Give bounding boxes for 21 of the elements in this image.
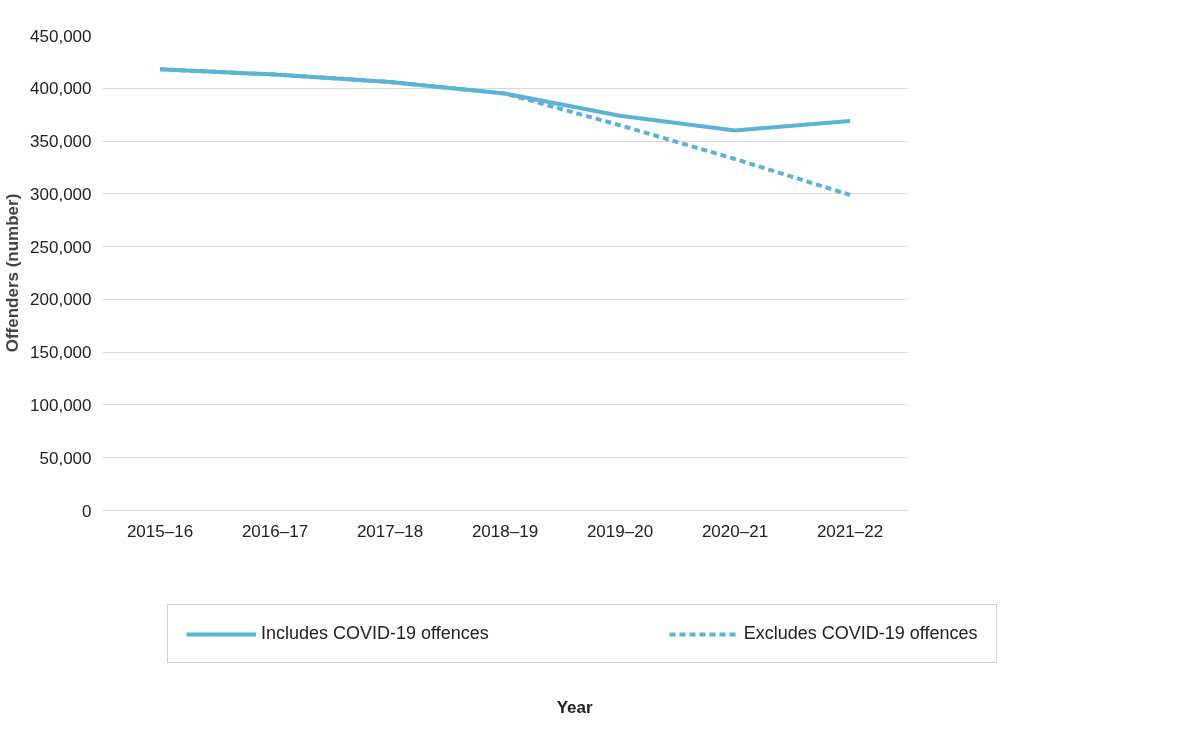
y-tick-label: 50,000 — [39, 448, 92, 468]
y-tick-label: 450,000 — [30, 26, 92, 46]
y-tick-label: 250,000 — [30, 237, 92, 257]
y-tick-label: 400,000 — [30, 79, 92, 99]
y-tick-label: 100,000 — [30, 395, 92, 415]
y-tick-label: 300,000 — [30, 184, 92, 204]
y-axis-title: Offenders (number) — [3, 193, 23, 353]
x-tick-label: 2021–22 — [816, 521, 884, 541]
y-tick-label: 0 — [82, 501, 92, 521]
x-tick-label: 2020–21 — [701, 521, 769, 541]
y-tick-label: 350,000 — [30, 132, 92, 152]
x-tick-label: 2017–18 — [356, 521, 424, 541]
y-tick-label: 150,000 — [30, 343, 92, 363]
x-tick-label: 2018–19 — [471, 521, 539, 541]
legend-label: Includes COVID-19 offences — [261, 623, 489, 644]
x-tick-label: 2019–20 — [586, 521, 654, 541]
legend-label: Excludes COVID-19 offences — [743, 623, 978, 644]
y-tick-label: 200,000 — [30, 290, 92, 310]
x-tick-label: 2015–16 — [126, 521, 194, 541]
text: Year — [556, 697, 594, 717]
x-tick-label: 2016–17 — [241, 521, 309, 541]
